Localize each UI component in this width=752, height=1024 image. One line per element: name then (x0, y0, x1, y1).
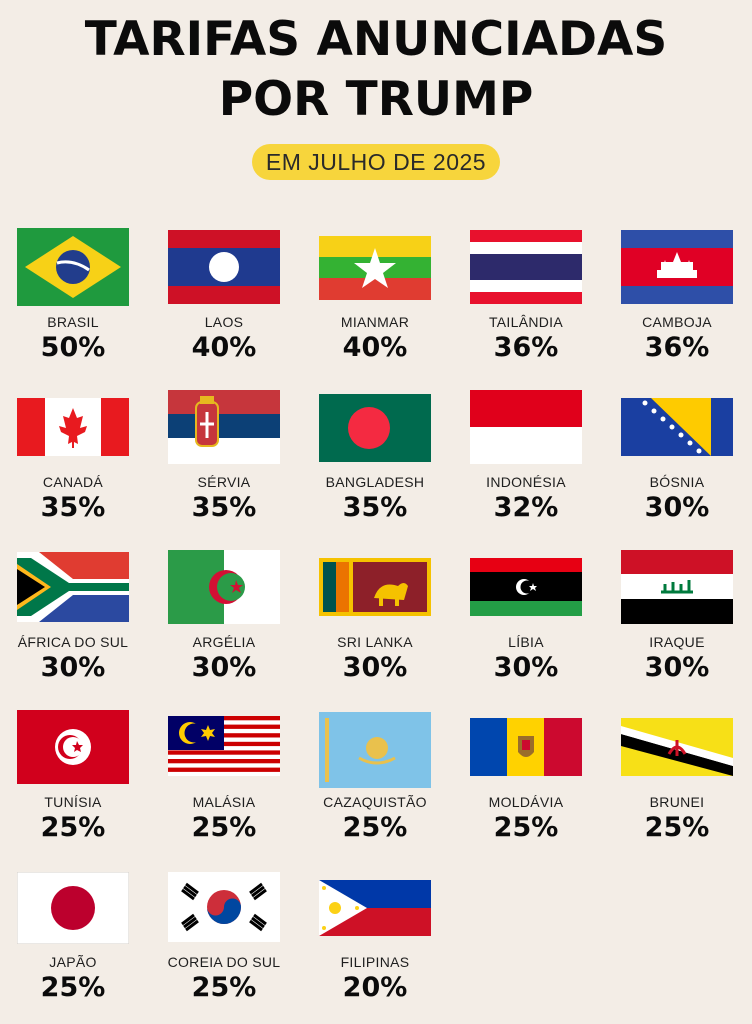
bangladesh-flag-icon (319, 394, 431, 462)
country-name: COREIA DO SUL (167, 954, 281, 970)
country-card-africa-do-sul: ÁFRICA DO SUL 30% (3, 548, 143, 698)
country-name: TAILÂNDIA (488, 314, 563, 330)
country-name: LAOS (204, 314, 244, 330)
country-name: MALÁSIA (192, 794, 256, 810)
tariff-rate: 20% (342, 972, 408, 1003)
sri-lanka-flag-icon (319, 558, 431, 616)
tariff-rate: 40% (191, 332, 257, 363)
brazil-flag-icon (17, 228, 129, 306)
tariff-rate: 25% (644, 812, 710, 843)
country-name: LÍBIA (508, 634, 544, 650)
subtitle-badge: EM JULHO DE 2025 (252, 144, 500, 180)
country-card-argelia: ARGÉLIA 30% (154, 548, 294, 698)
country-card-tunisia: TUNÍSIA 25% (3, 708, 143, 858)
tariff-rate: 25% (40, 972, 106, 1003)
country-card-laos: LAOS 40% (154, 228, 294, 378)
malaysia-flag-icon (168, 716, 280, 776)
japan-flag-icon (17, 872, 129, 944)
country-card-moldavia: MOLDÁVIA 25% (456, 708, 596, 858)
tariff-rate: 36% (644, 332, 710, 363)
country-card-bosnia: BÓSNIA 30% (607, 388, 747, 538)
brunei-flag-icon (621, 718, 733, 776)
indonesia-flag-icon (470, 390, 582, 464)
tariff-rate: 30% (644, 652, 710, 683)
tariff-rate: 35% (191, 492, 257, 523)
country-card-mianmar: MIANMAR 40% (305, 228, 445, 378)
country-card-sri-lanka: SRI LANKA 30% (305, 548, 445, 698)
tariff-rate: 25% (493, 812, 559, 843)
tariff-rate: 30% (191, 652, 257, 683)
title-line-2: POR TRUMP (218, 72, 534, 127)
country-card-cazaquistao: CAZAQUISTÃO 25% (305, 708, 445, 858)
country-card-servia: SÉRVIA 35% (154, 388, 294, 538)
country-name: MOLDÁVIA (488, 794, 564, 810)
tariff-rate: 25% (191, 812, 257, 843)
country-name: MIANMAR (340, 314, 410, 330)
country-name: SRI LANKA (337, 634, 413, 650)
laos-flag-icon (168, 230, 280, 304)
country-name: BRUNEI (649, 794, 705, 810)
tariff-rate: 35% (342, 492, 408, 523)
tunisia-flag-icon (17, 710, 129, 784)
kazakhstan-flag-icon (319, 712, 431, 788)
tariff-rate: 40% (342, 332, 408, 363)
tariff-rate: 25% (40, 812, 106, 843)
country-name: IRAQUE (649, 634, 705, 650)
country-name: SÉRVIA (197, 474, 251, 490)
tariff-rate: 30% (644, 492, 710, 523)
country-card-camboja: CAMBOJA 36% (607, 228, 747, 378)
country-name: CAZAQUISTÃO (323, 794, 427, 810)
country-name: BÓSNIA (649, 474, 705, 490)
country-card-tailandia: TAILÂNDIA 36% (456, 228, 596, 378)
south-korea-flag-icon (168, 872, 280, 942)
tariff-rate: 32% (493, 492, 559, 523)
country-card-indonesia: INDONÉSIA 32% (456, 388, 596, 538)
country-name: JAPÃO (49, 954, 97, 970)
tariff-rate: 25% (191, 972, 257, 1003)
country-card-brasil: BRASIL 50% (3, 228, 143, 378)
country-card-brunei: BRUNEI 25% (607, 708, 747, 858)
tariff-rate: 30% (40, 652, 106, 683)
country-name: ARGÉLIA (192, 634, 256, 650)
country-card-malasia: MALÁSIA 25% (154, 708, 294, 858)
country-card-libia: LÍBIA 30% (456, 548, 596, 698)
country-name: CAMBOJA (642, 314, 712, 330)
title-line-1: TARIFAS ANUNCIADAS (84, 12, 668, 67)
algeria-flag-icon (168, 550, 280, 624)
country-card-iraque: IRAQUE 30% (607, 548, 747, 698)
serbia-flag-icon (168, 390, 280, 464)
country-card-bangladesh: BANGLADESH 35% (305, 388, 445, 538)
tariff-rate: 30% (493, 652, 559, 683)
thailand-flag-icon (470, 230, 582, 304)
country-name: INDONÉSIA (486, 474, 566, 490)
cambodia-flag-icon (621, 230, 733, 304)
country-card-filipinas: FILIPINAS 20% (305, 868, 445, 1018)
philippines-flag-icon (319, 880, 431, 936)
country-name: BANGLADESH (325, 474, 425, 490)
moldova-flag-icon (470, 718, 582, 776)
bosnia-flag-icon (621, 398, 733, 456)
country-card-canada: CANADÁ 35% (3, 388, 143, 538)
tariff-rate: 25% (342, 812, 408, 843)
country-card-japao: JAPÃO 25% (3, 868, 143, 1018)
country-name: BRASIL (47, 314, 99, 330)
south-africa-flag-icon (17, 552, 129, 622)
tariff-rate: 35% (40, 492, 106, 523)
iraq-flag-icon (621, 550, 733, 624)
tariff-rate: 36% (493, 332, 559, 363)
libya-flag-icon (470, 558, 582, 616)
canada-flag-icon (17, 398, 129, 456)
country-name: TUNÍSIA (44, 794, 102, 810)
myanmar-flag-icon (319, 236, 431, 300)
country-name: ÁFRICA DO SUL (17, 634, 129, 650)
country-name: FILIPINAS (340, 954, 410, 970)
country-card-coreia-do-sul: COREIA DO SUL 25% (154, 868, 294, 1018)
tariff-rate: 50% (40, 332, 106, 363)
country-name: CANADÁ (42, 474, 104, 490)
tariff-rate: 30% (342, 652, 408, 683)
